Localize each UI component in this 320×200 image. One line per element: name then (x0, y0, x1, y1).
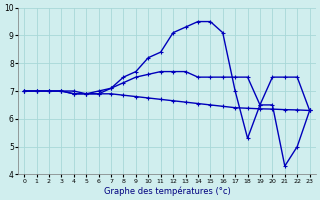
X-axis label: Graphe des températures (°c): Graphe des températures (°c) (104, 186, 230, 196)
